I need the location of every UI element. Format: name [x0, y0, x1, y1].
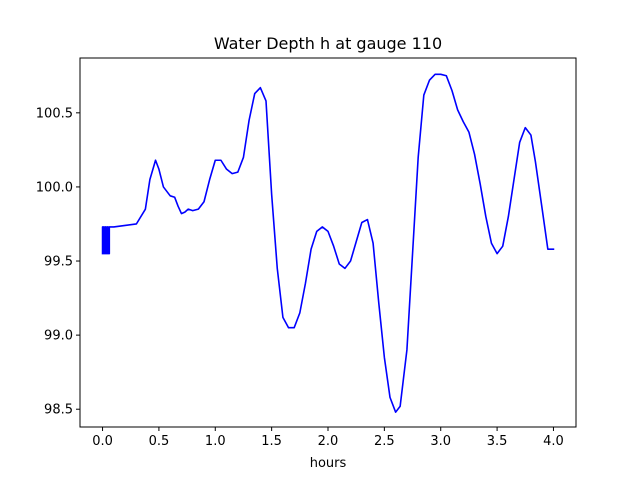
y-tick-label: 99.0 [44, 329, 73, 344]
x-tick-label: 1.5 [261, 434, 282, 449]
x-tick-label: 0.0 [92, 434, 113, 449]
x-tick-label: 3.0 [430, 434, 451, 449]
x-tick-label: 0.5 [149, 434, 170, 449]
y-tick-label: 100.5 [36, 106, 73, 121]
plot-frame [79, 57, 577, 428]
y-tick-label: 99.5 [44, 255, 73, 270]
series-layer [101, 73, 555, 413]
x-axis-ticks: 0.0 0.5 1.0 1.5 2.0 2.5 3.0 3.5 4.0 [92, 427, 564, 449]
x-tick-label: 1.0 [205, 434, 226, 449]
x-tick-label: 2.0 [318, 434, 339, 449]
x-axis-label: hours [310, 456, 347, 471]
chart-title: Water Depth h at gauge 110 [214, 34, 442, 53]
x-tick-label: 3.5 [487, 434, 508, 449]
y-tick-label: 98.5 [44, 403, 73, 418]
y-axis-ticks: 98.5 99.0 99.5 100.0 100.5 [36, 106, 80, 418]
x-tick-label: 4.0 [543, 434, 564, 449]
series-line-0 [101, 73, 555, 413]
y-tick-label: 100.0 [36, 180, 73, 195]
x-tick-label: 2.5 [374, 434, 395, 449]
